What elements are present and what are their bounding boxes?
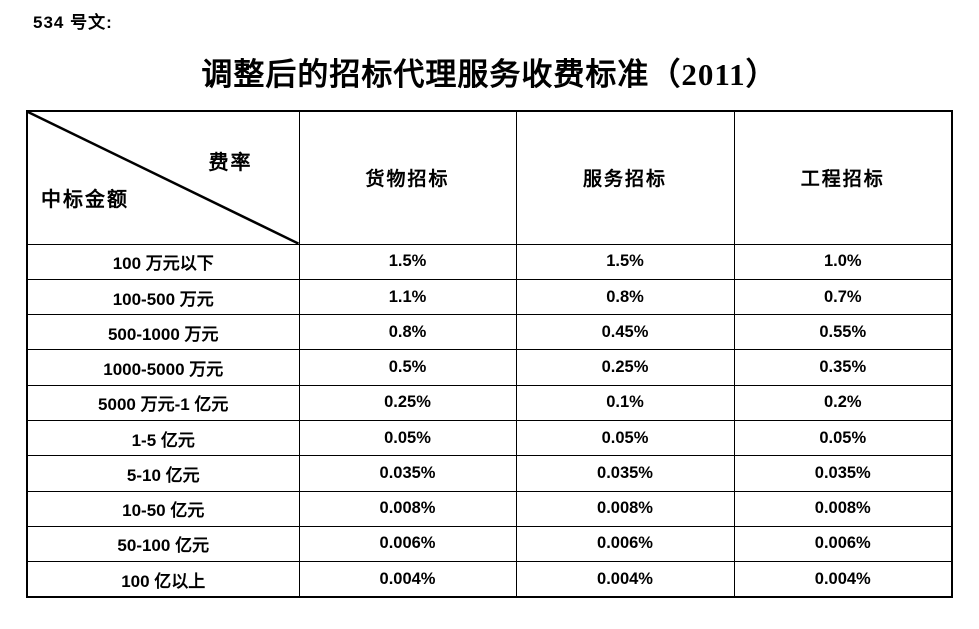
column-header-services: 服务招标: [515, 110, 735, 245]
row-label: 50-100 亿元: [26, 525, 300, 563]
rate-cell: 0.55%: [733, 314, 953, 351]
rate-cell: 0.45%: [515, 314, 735, 351]
rate-cell: 0.004%: [515, 561, 735, 598]
rate-cell: 1.5%: [298, 243, 517, 280]
row-label: 1-5 亿元: [26, 419, 300, 457]
rate-cell: 0.004%: [298, 561, 517, 598]
rate-cell: 1.1%: [298, 278, 517, 316]
table-row: 500-1000 万元 0.8% 0.45% 0.55%: [26, 314, 953, 351]
rate-cell: 0.035%: [515, 455, 735, 492]
row-label: 5-10 亿元: [26, 455, 300, 492]
rate-cell: 1.0%: [733, 243, 953, 280]
fee-rate-table: 费率 中标金额 货物招标 服务招标 工程招标 100 万元以下 1.5% 1.5…: [26, 110, 953, 598]
rate-cell: 1.5%: [515, 243, 735, 280]
page-title: 调整后的招标代理服务收费标准（2011）: [201, 57, 778, 92]
rate-cell: 0.008%: [515, 490, 735, 527]
row-label: 500-1000 万元: [26, 314, 300, 351]
row-label: 10-50 亿元: [26, 490, 300, 527]
table-row: 1000-5000 万元 0.5% 0.25% 0.35%: [26, 349, 953, 386]
rate-cell: 0.7%: [733, 278, 953, 316]
table-row: 100 万元以下 1.5% 1.5% 1.0%: [26, 243, 953, 280]
table-row: 100 亿以上 0.004% 0.004% 0.004%: [26, 561, 953, 598]
corner-cell: 费率 中标金额: [26, 110, 300, 245]
row-label: 100 亿以上: [26, 561, 300, 598]
rate-cell: 0.035%: [733, 455, 953, 492]
rate-cell: 0.05%: [515, 419, 735, 457]
table-row: 100-500 万元 1.1% 0.8% 0.7%: [26, 278, 953, 316]
rate-cell: 0.006%: [298, 525, 517, 563]
column-header-works: 工程招标: [733, 110, 953, 245]
row-label: 1000-5000 万元: [26, 349, 300, 386]
row-label: 100-500 万元: [26, 278, 300, 316]
rate-cell: 0.8%: [515, 278, 735, 316]
rate-cell: 0.25%: [298, 384, 517, 422]
rate-cell: 0.008%: [298, 490, 517, 527]
table-row: 1-5 亿元 0.05% 0.05% 0.05%: [26, 419, 953, 457]
diagonal-divider-line: [28, 112, 299, 244]
row-label: 5000 万元-1 亿元: [26, 384, 300, 422]
rate-cell: 0.006%: [515, 525, 735, 563]
doc-number: 534 号文:: [33, 13, 113, 32]
corner-label-fee-rate: 费率: [208, 152, 253, 174]
table-header-row: 费率 中标金额 货物招标 服务招标 工程招标: [26, 110, 953, 245]
rate-cell: 0.004%: [733, 561, 953, 598]
rate-cell: 0.1%: [515, 384, 735, 422]
rate-cell: 0.5%: [298, 349, 517, 386]
rate-cell: 0.25%: [515, 349, 735, 386]
corner-label-bid-amount: 中标金额: [41, 188, 129, 211]
row-label: 100 万元以下: [26, 243, 300, 280]
table-row: 5-10 亿元 0.035% 0.035% 0.035%: [26, 455, 953, 492]
rate-cell: 0.035%: [298, 455, 517, 492]
rate-cell: 0.2%: [733, 384, 953, 422]
table-row: 10-50 亿元 0.008% 0.008% 0.008%: [26, 490, 953, 527]
rate-cell: 0.8%: [298, 314, 517, 351]
rate-cell: 0.05%: [733, 419, 953, 457]
table-row: 50-100 亿元 0.006% 0.006% 0.006%: [26, 525, 953, 563]
rate-cell: 0.35%: [733, 349, 953, 386]
rate-cell: 0.006%: [733, 525, 953, 563]
table-row: 5000 万元-1 亿元 0.25% 0.1% 0.2%: [26, 384, 953, 422]
rate-cell: 0.008%: [733, 490, 953, 527]
rate-cell: 0.05%: [298, 419, 517, 457]
column-header-goods: 货物招标: [298, 110, 517, 245]
